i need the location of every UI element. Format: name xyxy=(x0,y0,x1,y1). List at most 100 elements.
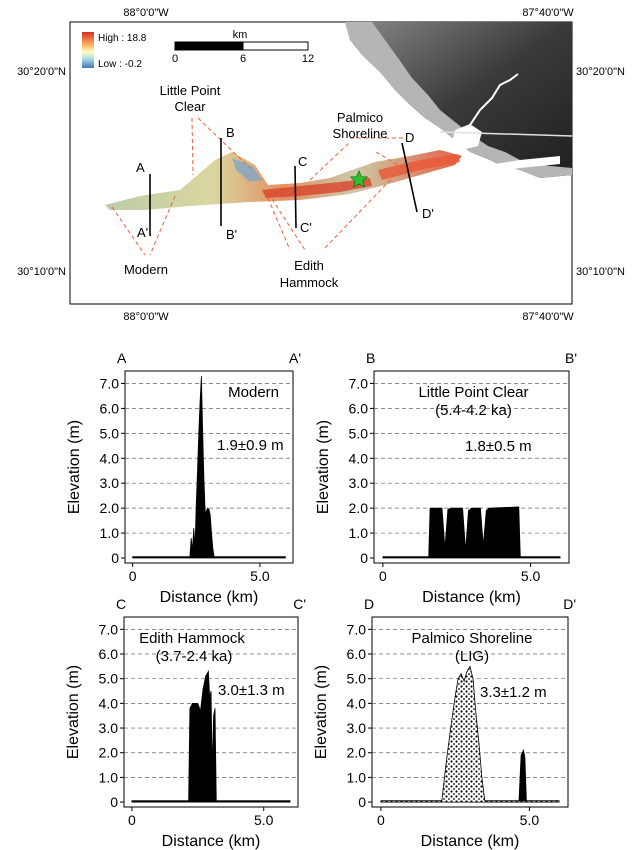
transect-label-d-prime: D' xyxy=(422,206,434,221)
x-axis-label: Distance (km) xyxy=(422,589,521,606)
y-tick-label: 2.0 xyxy=(349,500,369,516)
y-tick-label: 5.0 xyxy=(100,425,120,441)
elevation-profile-area xyxy=(132,375,286,559)
x-tick-label: 5.0 xyxy=(520,812,540,828)
chart-annotation: 3.0±1.3 m xyxy=(218,682,285,699)
coord-left-lower: 30°10'0"N xyxy=(17,266,66,278)
y-tick-label: 1.0 xyxy=(349,525,369,541)
transect-label-a: A xyxy=(136,160,145,175)
y-tick-label: 6.0 xyxy=(100,400,120,416)
x-axis-label: Distance (km) xyxy=(421,833,520,850)
y-tick-label: 7.0 xyxy=(100,375,120,391)
elevation-profile-secondary xyxy=(518,748,527,802)
y-tick-label: 6.0 xyxy=(347,646,367,662)
y-tick-label: 3.0 xyxy=(349,475,369,491)
map-panel: A A' B B' C C' D D' Little Point Clear P… xyxy=(17,7,625,323)
chart-subtitle: (5.4-4.2 ka) xyxy=(435,402,512,419)
lpc-ridge-blue xyxy=(232,158,262,182)
scale-tick-12: 12 xyxy=(302,53,314,65)
y-tick-label: 7.0 xyxy=(347,621,367,637)
y-axis-label: Elevation (m) xyxy=(313,665,330,759)
coord-right-upper: 30°20'0"N xyxy=(576,66,625,78)
transect-label-b-prime: B' xyxy=(226,227,237,242)
y-tick-label: 4.0 xyxy=(99,695,119,711)
bay-water xyxy=(452,124,482,150)
coord-top-left: 88°0'0"W xyxy=(123,7,169,19)
y-tick-label: 1.0 xyxy=(100,525,120,541)
causeway xyxy=(439,131,573,137)
y-tick-label: 5.0 xyxy=(349,425,369,441)
y-axis-label: Elevation (m) xyxy=(315,420,332,514)
chart-subtitle: (3.7-2.4 ka) xyxy=(156,648,233,665)
scale-tick-0: 0 xyxy=(172,53,178,65)
chart-title: Modern xyxy=(228,384,279,401)
y-axis-label: Elevation (m) xyxy=(66,420,83,514)
y-tick-label: 0 xyxy=(111,550,119,566)
y-tick-label: 4.0 xyxy=(347,695,367,711)
y-tick-label: 3.0 xyxy=(347,720,367,736)
y-tick-label: 2.0 xyxy=(99,745,119,761)
label-little-point-clear-1: Little Point xyxy=(160,83,221,98)
y-tick-label: 5.0 xyxy=(99,671,119,687)
corner-label-end: C' xyxy=(293,596,306,612)
coord-bottom-left: 88°0'0"W xyxy=(123,311,169,323)
y-tick-label: 3.0 xyxy=(99,720,119,736)
coord-left-upper: 30°20'0"N xyxy=(17,66,66,78)
scale-tick-6: 6 xyxy=(240,53,246,65)
transect-lines xyxy=(149,138,418,236)
edith-ridge-red xyxy=(262,178,372,198)
label-edith-2: Hammock xyxy=(280,275,339,290)
y-tick-label: 5.0 xyxy=(347,671,367,687)
corner-label-start: B xyxy=(366,350,375,366)
transect-label-d: D xyxy=(405,130,414,145)
scale-unit: km xyxy=(233,29,248,41)
palmico-ridge-red xyxy=(378,154,460,180)
corner-label-end: D' xyxy=(563,596,576,612)
corner-label-start: A xyxy=(117,350,127,366)
chart-title: Little Point Clear xyxy=(418,384,528,401)
y-tick-label: 0 xyxy=(358,794,366,810)
x-axis-label: Distance (km) xyxy=(162,833,261,850)
label-modern: Modern xyxy=(124,262,168,277)
label-little-point-clear-2: Clear xyxy=(174,99,206,114)
lagoon xyxy=(372,156,560,194)
chart-annotation: 1.8±0.5 m xyxy=(465,438,532,455)
y-tick-label: 6.0 xyxy=(99,646,119,662)
legend-colorbar xyxy=(82,32,94,68)
x-tick-label: 5.0 xyxy=(521,568,541,584)
mainland-dem xyxy=(345,22,572,178)
y-tick-label: 7.0 xyxy=(99,621,119,637)
corner-label-end: A' xyxy=(289,350,301,366)
callout-lines xyxy=(111,117,411,256)
chart-title: Palmico Shoreline xyxy=(412,630,533,647)
legend-low: Low : -0.2 xyxy=(98,59,142,70)
label-palmico-2: Shoreline xyxy=(333,126,388,141)
y-tick-label: 0 xyxy=(110,794,118,810)
x-axis-label: Distance (km) xyxy=(160,589,259,606)
coord-bottom-right: 87°40'0"W xyxy=(522,311,574,323)
profile-chart-c: 0 1.0 2.0 3.0 4.0 5.0 6.0 7.0 0 5.0 C C' Edith Hammo… xyxy=(65,596,306,850)
chart-annotation: 3.3±1.2 m xyxy=(480,684,547,701)
site-star-icon xyxy=(349,170,369,188)
x-tick-label: 5.0 xyxy=(254,812,274,828)
profile-chart-b: 0 1.0 2.0 3.0 4.0 5.0 6.0 7.0 0 5.0 B B' Little Poin… xyxy=(315,350,577,606)
y-tick-label: 4.0 xyxy=(100,450,120,466)
y-tick-label: 1.0 xyxy=(99,769,119,785)
chart-annotation: 1.9±0.9 m xyxy=(217,437,284,454)
transect-label-c-prime: C' xyxy=(300,220,312,235)
y-tick-label: 1.0 xyxy=(347,769,367,785)
beach-ridges xyxy=(105,150,462,210)
y-tick-label: 0 xyxy=(360,550,368,566)
corner-label-start: D xyxy=(364,596,374,612)
y-axis-label: Elevation (m) xyxy=(65,665,82,759)
x-tick-label: 0 xyxy=(129,568,137,584)
y-tick-label: 3.0 xyxy=(100,475,120,491)
transect-label-b: B xyxy=(226,125,235,140)
y-tick-label: 2.0 xyxy=(100,500,120,516)
elevation-profile-area xyxy=(380,665,560,803)
y-tick-label: 2.0 xyxy=(347,745,367,761)
profile-chart-a: 0 1.0 2.0 3.0 4.0 5.0 6.0 7.0 0 5.0 A A' Modern 1.9±0… xyxy=(66,350,301,606)
elevation-legend: High : 18.8 Low : -0.2 xyxy=(82,32,147,70)
coast-shelf xyxy=(345,22,572,178)
